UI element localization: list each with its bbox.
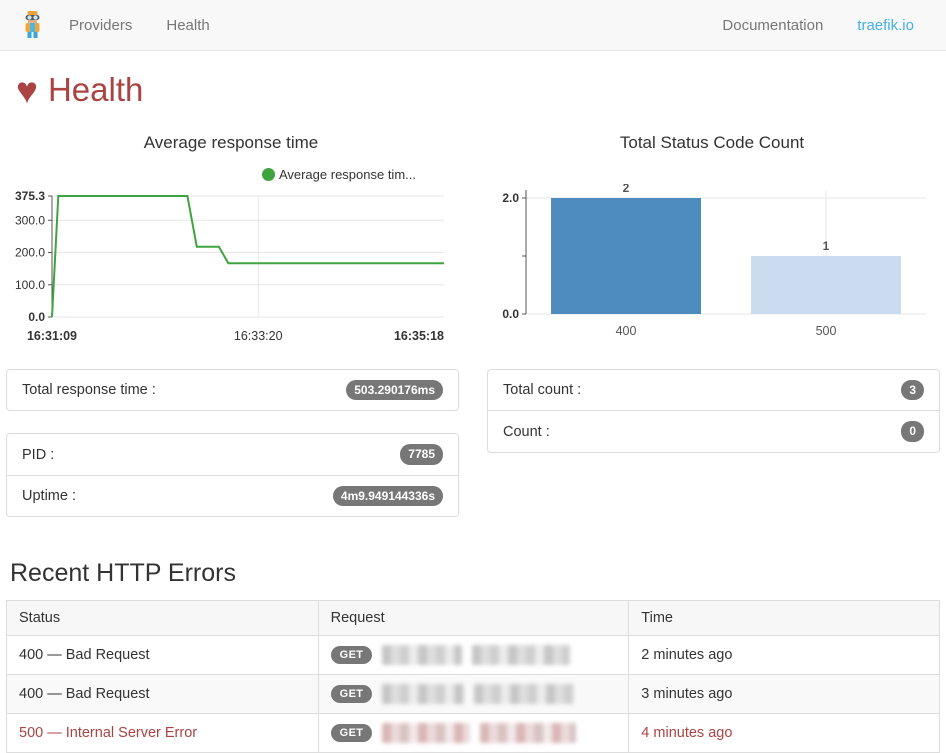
svg-text:1: 1 bbox=[823, 239, 830, 253]
status-cell: 500 — Internal Server Error bbox=[6, 713, 319, 753]
status-cell: 400 — Bad Request bbox=[6, 635, 319, 676]
legend-label: Average response tim... bbox=[278, 166, 416, 182]
http-errors-table: Status Request Time 400 — Bad Request GE… bbox=[6, 600, 940, 753]
status-code-bar-chart: 0.0 2.0 2 400 1 500 bbox=[484, 184, 940, 344]
heart-icon: ♥ bbox=[16, 69, 38, 111]
svg-text:0.0: 0.0 bbox=[28, 310, 45, 324]
svg-text:16:35:18: 16:35:18 bbox=[394, 329, 444, 343]
bar-chart-title: Total Status Code Count bbox=[619, 133, 805, 152]
redacted-request-segment bbox=[474, 684, 575, 705]
redacted-request-segment bbox=[480, 723, 577, 744]
traefik-logo-icon[interactable] bbox=[22, 11, 43, 39]
total-response-time-label: Total response time : bbox=[22, 382, 156, 399]
bar-chart-legend-spacer bbox=[484, 164, 940, 184]
line-chart-title: Average response time bbox=[143, 133, 319, 152]
method-badge: GET bbox=[330, 685, 373, 704]
svg-text:0.0: 0.0 bbox=[502, 307, 519, 321]
line-chart-legend: Average response tim... bbox=[6, 164, 456, 184]
status-cell: 400 — Bad Request bbox=[6, 674, 319, 715]
svg-text:16:31:09: 16:31:09 bbox=[27, 329, 77, 343]
method-badge: GET bbox=[330, 724, 373, 743]
total-response-time-row: Total response time : 503.290176ms bbox=[7, 370, 458, 410]
uptime-label: Uptime : bbox=[22, 487, 76, 504]
count-badge: 0 bbox=[901, 421, 924, 442]
total-count-label: Total count : bbox=[503, 382, 582, 399]
count-row: Count : 0 bbox=[488, 410, 939, 451]
charts-row: Average response time Average response t… bbox=[6, 119, 940, 349]
request-cell: GET bbox=[317, 674, 630, 715]
table-header-row: Status Request Time bbox=[6, 600, 940, 637]
uptime-badge: 4m9.949144336s bbox=[332, 485, 443, 507]
avg-response-time-line-chart: 0.0 100.0 200.0 300.0 375.3 16:31:09 16:33:20 1… bbox=[6, 184, 456, 349]
svg-text:100.0: 100.0 bbox=[15, 278, 45, 292]
time-cell: 4 minutes ago bbox=[628, 713, 940, 753]
table-row: 400 — Bad Request GET 3 minutes ago bbox=[6, 674, 940, 715]
nav-item-traefik-io[interactable]: traefik.io bbox=[857, 16, 914, 34]
page-title: ♥ Health bbox=[16, 71, 930, 109]
status-code-chart-panel: Total Status Code Count 0.0 2.0 2 400 1 500 bbox=[484, 119, 940, 349]
navbar: Providers Health Documentation traefik.i… bbox=[0, 0, 946, 51]
method-badge: GET bbox=[330, 646, 373, 665]
counts-panel: Total count : 3 Count : 0 bbox=[487, 369, 940, 453]
redacted-request-segment bbox=[382, 723, 471, 744]
nav-item-health[interactable]: Health bbox=[166, 16, 210, 34]
table-row: 400 — Bad Request GET 2 minutes ago bbox=[6, 635, 940, 676]
table-row: 500 — Internal Server Error GET 4 minute… bbox=[6, 713, 940, 753]
time-cell: 2 minutes ago bbox=[628, 635, 940, 676]
request-cell: GET bbox=[317, 713, 630, 753]
svg-text:375.3: 375.3 bbox=[15, 189, 45, 203]
legend-dot-icon bbox=[261, 167, 275, 181]
col-header-status: Status bbox=[6, 600, 319, 637]
time-cell: 3 minutes ago bbox=[628, 674, 940, 715]
page-title-text: Health bbox=[47, 71, 144, 108]
svg-text:500: 500 bbox=[816, 324, 837, 338]
redacted-request-segment bbox=[382, 645, 463, 666]
avg-response-time-chart-panel: Average response time Average response t… bbox=[6, 119, 456, 349]
count-label: Count : bbox=[503, 423, 550, 440]
uptime-row: Uptime : 4m9.949144336s bbox=[7, 474, 458, 516]
navbar-left: Providers Health bbox=[69, 17, 210, 34]
redacted-request-segment bbox=[472, 645, 571, 666]
right-panels-column: Total count : 3 Count : 0 bbox=[487, 369, 940, 539]
total-count-row: Total count : 3 bbox=[488, 370, 939, 410]
process-panel: PID : 7785 Uptime : 4m9.949144336s bbox=[6, 433, 459, 518]
nav-item-providers[interactable]: Providers bbox=[69, 16, 133, 34]
svg-text:2: 2 bbox=[623, 184, 630, 195]
total-count-badge: 3 bbox=[901, 380, 924, 401]
pid-badge: 7785 bbox=[400, 444, 443, 465]
svg-text:300.0: 300.0 bbox=[15, 213, 45, 227]
redacted-request-segment bbox=[382, 684, 465, 705]
navbar-right: Documentation traefik.io bbox=[722, 17, 924, 34]
nav-item-documentation[interactable]: Documentation bbox=[722, 16, 824, 34]
svg-text:16:33:20: 16:33:20 bbox=[234, 329, 283, 343]
col-header-time: Time bbox=[628, 600, 940, 637]
total-response-time-badge: 503.290176ms bbox=[346, 380, 443, 401]
stats-panels-row: Total response time : 503.290176ms PID :… bbox=[6, 369, 940, 539]
total-response-time-panel: Total response time : 503.290176ms bbox=[6, 369, 459, 412]
svg-text:2.0: 2.0 bbox=[502, 191, 519, 205]
pid-label: PID : bbox=[22, 446, 55, 463]
request-cell: GET bbox=[317, 635, 630, 676]
recent-http-errors-title: Recent HTTP Errors bbox=[10, 559, 236, 588]
page-content: ♥ Health Average response time Average r… bbox=[0, 71, 946, 753]
svg-text:400: 400 bbox=[616, 324, 637, 338]
svg-text:200.0: 200.0 bbox=[15, 246, 45, 260]
col-header-request: Request bbox=[317, 600, 630, 637]
pid-row: PID : 7785 bbox=[7, 434, 458, 474]
left-panels-column: Total response time : 503.290176ms PID :… bbox=[6, 369, 459, 539]
